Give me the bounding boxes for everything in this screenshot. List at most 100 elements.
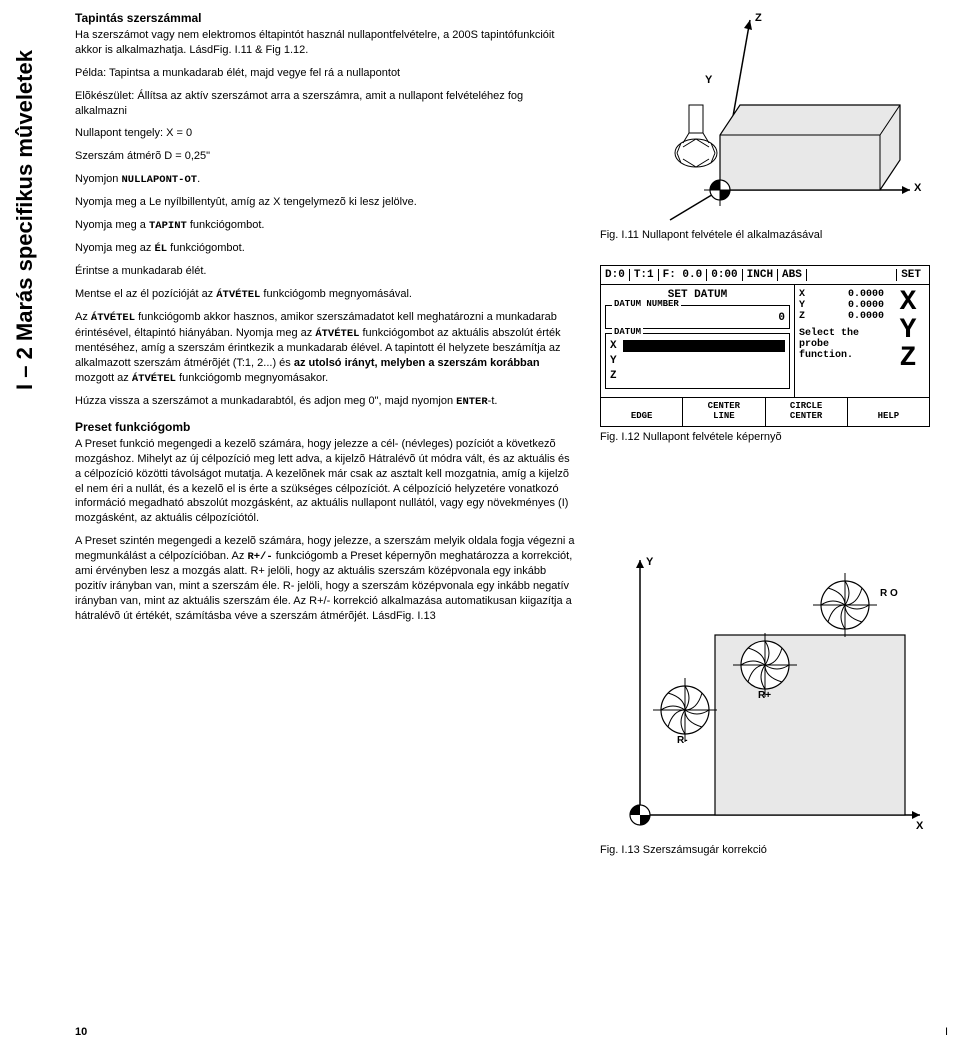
- lcd-unit: INCH: [747, 269, 778, 281]
- fig3-rplus-label: R+: [758, 690, 771, 701]
- fig2-caption: Fig. I.12 Nullapont felvétele képernyõ: [600, 431, 930, 443]
- sk3b: CENTER: [790, 411, 822, 421]
- section1-p12: Az ÁTVÉTEL funkciógomb akkor hasznos, am…: [75, 310, 575, 385]
- t: Nyomja meg az: [75, 242, 154, 254]
- fig1-y-label: Y: [705, 74, 712, 86]
- key-el: ÉL: [154, 243, 167, 255]
- key-nullapont: NULLAPONT-OT: [121, 174, 197, 186]
- datum-number-field: DATUM NUMBER 0: [605, 305, 790, 329]
- lcd-set: SET: [901, 269, 925, 281]
- rxv: 0.0000: [848, 289, 884, 300]
- t: Mentse el az él pozícióját az: [75, 288, 216, 300]
- section1-p11: Mentse el az él pozícióját az ÁTVÉTEL fu…: [75, 287, 575, 302]
- key-atvetel: ÁTVÉTEL: [216, 289, 260, 301]
- fig3-ro-label: R O: [880, 588, 898, 599]
- fig1-x-label: X: [914, 182, 921, 194]
- section1-p4: Nullapont tengely: X = 0: [75, 126, 575, 141]
- t: Nyomjon: [75, 173, 121, 185]
- section1-p5: Szerszám átmérõ D = 0,25": [75, 149, 575, 164]
- big-y: Y: [900, 317, 917, 345]
- key-enter: ENTER: [456, 396, 488, 408]
- lcd-mid: SET DATUM DATUM NUMBER 0 DATUM X Y Z X 0.…: [601, 285, 929, 397]
- big-z: Z: [900, 345, 917, 373]
- datum-x-field: [623, 340, 785, 352]
- fig3-caption: Fig. I.13 Szerszámsugár korrekció: [600, 844, 930, 856]
- fig3-y-label: Y: [646, 556, 653, 568]
- bold-last-direction: az utolsó irányt, melyben a szerszám kor…: [294, 357, 540, 369]
- lcd-screen: D:0 T:1 F: 0.0 0:00 INCH ABS SET SET DAT…: [600, 265, 930, 427]
- key-atvetel4: ÁTVÉTEL: [132, 373, 176, 385]
- softkey-help[interactable]: HELP: [848, 398, 929, 426]
- softkey-edge[interactable]: EDGE: [601, 398, 683, 426]
- t: Az: [75, 311, 91, 323]
- section1-p7: Nyomja meg a Le nyílbillentyût, amíg az …: [75, 195, 575, 210]
- t: funkciógomb megnyomásakor.: [176, 372, 328, 384]
- lcd-xyz: X Y Z: [888, 285, 928, 397]
- datum-field: DATUM X Y Z: [605, 333, 790, 389]
- lcd-mode: ABS: [782, 269, 807, 281]
- ryv: 0.0000: [848, 300, 884, 311]
- hint2: probe function.: [799, 339, 884, 361]
- section1-p10: Érintse a munkadarab élét.: [75, 264, 575, 279]
- lcd-topbar: D:0 T:1 F: 0.0 0:00 INCH ABS SET: [601, 266, 929, 285]
- datum-number-label: DATUM NUMBER: [612, 299, 681, 309]
- section1-p8: Nyomja meg a TAPINT funkciógombot.: [75, 218, 575, 233]
- fig3-diagram: Y X R O R+ R-: [600, 550, 930, 840]
- lcd-softkeys: EDGE CENTERLINE CIRCLECENTER HELP: [601, 397, 929, 426]
- t: mozgott az: [75, 372, 132, 384]
- lcd-time: 0:00: [711, 269, 742, 281]
- section1-p6: Nyomjon NULLAPONT-OT.: [75, 172, 575, 187]
- figure-i12: D:0 T:1 F: 0.0 0:00 INCH ABS SET SET DAT…: [600, 265, 930, 443]
- main-content: Tapintás szerszámmal Ha szerszámot vagy …: [75, 10, 575, 631]
- fig3-x-label: X: [916, 820, 923, 832]
- section1-p2: Példa: Tapintsa a munkadarab élét, majd …: [75, 66, 575, 81]
- fig1-diagram: Z Y X: [600, 10, 930, 225]
- page-mark: I: [945, 1026, 948, 1038]
- hint1: Select the: [799, 328, 884, 339]
- fig1-z-label: Z: [755, 12, 762, 24]
- sk4: HELP: [878, 411, 900, 421]
- datum-z: Z: [610, 370, 785, 382]
- sk2a: CENTER: [708, 401, 740, 411]
- t: .: [197, 173, 200, 185]
- lcd-f: F: 0.0: [663, 269, 708, 281]
- t: Nyomja meg a: [75, 219, 149, 231]
- lcd-left-panel: SET DATUM DATUM NUMBER 0 DATUM X Y Z: [601, 285, 795, 397]
- key-atvetel2: ÁTVÉTEL: [91, 312, 135, 324]
- figure-i13: Y X R O R+ R- Fig. I.13 Szerszámsugár ko…: [600, 550, 930, 856]
- softkey-circlecenter[interactable]: CIRCLECENTER: [766, 398, 848, 426]
- section1-p9: Nyomja meg az ÉL funkciógombot.: [75, 241, 575, 256]
- rx: X: [799, 289, 805, 300]
- sk3a: CIRCLE: [790, 401, 822, 411]
- page-number: 10: [75, 1026, 87, 1038]
- lcd-right-panel: X0.0000 Y0.0000 Z0.0000 Select the probe…: [795, 285, 888, 397]
- lcd-t: T:1: [634, 269, 659, 281]
- section2-p1: A Preset funkció megengedi a kezelõ szám…: [75, 437, 575, 526]
- t: funkciógombot.: [187, 219, 265, 231]
- datum-x: X: [610, 340, 617, 352]
- section1-p13: Húzza vissza a szerszámot a munkadarabtó…: [75, 394, 575, 409]
- fig3-rminus-label: R-: [677, 735, 688, 746]
- rzv: 0.0000: [848, 311, 884, 322]
- t: -t.: [488, 395, 498, 407]
- sidebar-title: I – 2 Marás specifikus mûveletek: [12, 50, 38, 390]
- figure-i11: Z Y X Fig. I.11 Nullapont felvétele él a…: [600, 10, 930, 241]
- section2-heading: Preset funkciógomb: [75, 419, 575, 435]
- datum-y: Y: [610, 355, 785, 367]
- section1-p3: Elõkészület: Állítsa az aktív szerszámot…: [75, 89, 575, 119]
- sk2b: LINE: [713, 411, 735, 421]
- section2-p2: A Preset szintén megengedi a kezelõ szám…: [75, 534, 575, 623]
- key-tapint: TAPINT: [149, 220, 187, 232]
- section1-heading: Tapintás szerszámmal: [75, 10, 575, 26]
- t: funkciógomb megnyomásával.: [260, 288, 412, 300]
- softkey-centerline[interactable]: CENTERLINE: [683, 398, 765, 426]
- key-rpm: R+/-: [247, 551, 272, 563]
- ry: Y: [799, 300, 805, 311]
- datum-label: DATUM: [612, 327, 643, 337]
- section1-p1: Ha szerszámot vagy nem elektromos éltapi…: [75, 28, 575, 58]
- big-x: X: [900, 289, 917, 317]
- key-atvetel3: ÁTVÉTEL: [315, 328, 359, 340]
- fig1-caption: Fig. I.11 Nullapont felvétele él alkalma…: [600, 229, 930, 241]
- sk1: EDGE: [631, 411, 653, 421]
- lcd-gap: [811, 269, 897, 281]
